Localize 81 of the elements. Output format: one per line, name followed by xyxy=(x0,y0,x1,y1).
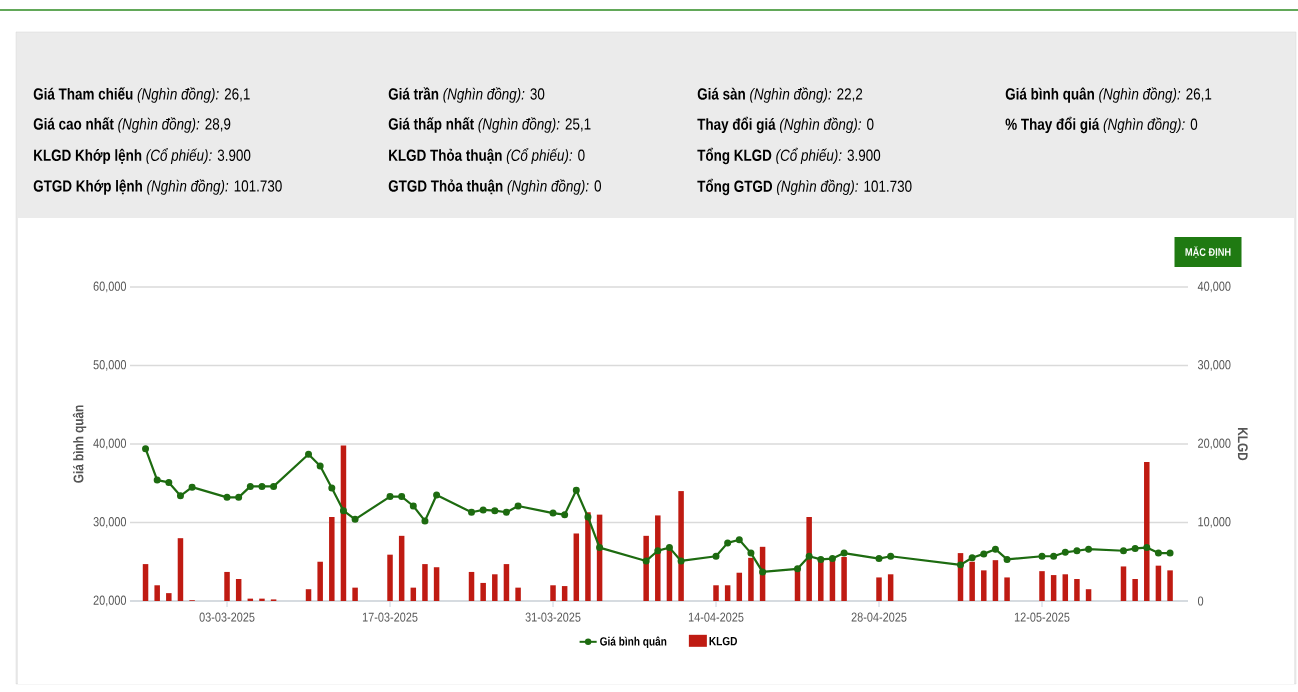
text: GTGD Khớp lệnh (Nghìn đồng): 101.730 xyxy=(33,179,282,195)
text: KLGD Khớp lệnh (Cổ phiếu): 3.900 xyxy=(34,147,251,165)
bar xyxy=(1074,579,1080,601)
bar xyxy=(1167,570,1173,601)
bar xyxy=(480,582,486,601)
text: Tổng GTGD (Nghìn đồng): 101.730 xyxy=(697,178,912,196)
bar xyxy=(305,589,312,601)
bar xyxy=(678,491,684,601)
text: Thay đổi giá (Nghìn đồng): 0 xyxy=(697,116,874,134)
text: Giá thấp nhất (Nghìn đồng): 25,1 xyxy=(388,117,591,133)
x-tick-label: 12-05-2025 xyxy=(1014,612,1070,622)
bar xyxy=(142,564,149,601)
y-tick-label: 50,000 xyxy=(93,360,127,371)
bar xyxy=(1004,577,1010,601)
text: Giá sàn (Nghìn đồng): 22,2 xyxy=(697,87,863,103)
text: Tổng KLGD (Cổ phiếu): 3.900 xyxy=(697,147,881,165)
bar xyxy=(433,567,440,601)
legend-label: Giá bình quân xyxy=(600,636,667,649)
bar xyxy=(1062,574,1069,601)
bar xyxy=(573,533,580,601)
bar xyxy=(317,561,323,601)
bar xyxy=(713,585,719,601)
bar xyxy=(1155,565,1162,601)
bar xyxy=(352,587,358,601)
y2-tick-label: 30,000 xyxy=(1197,360,1231,371)
x-tick-label: 31-03-2025 xyxy=(525,612,581,622)
x-tick-label: 03-03-2025 xyxy=(199,612,255,622)
y2-tick-label: 40,000 xyxy=(1197,281,1231,293)
y2-axis-title: KLGD xyxy=(1237,428,1248,461)
text: Giá Tham chiếu (Nghìn đồng): 26,1 xyxy=(33,87,250,103)
bar xyxy=(1120,566,1127,601)
bar xyxy=(468,571,475,601)
x-tick-label: 17-03-2025 xyxy=(362,612,418,622)
text: MẶC ĐỊNH xyxy=(1185,246,1231,258)
text: Giá cao nhất (Nghìn đồng): 28,9 xyxy=(33,117,231,133)
bar xyxy=(224,571,230,601)
text: % Thay đổi giá (Nghìn đồng): 0 xyxy=(1005,116,1198,134)
bar xyxy=(398,535,405,601)
bar xyxy=(422,564,428,601)
text: Giá trần (Nghìn đồng): 30 xyxy=(388,87,545,103)
text: GTGD Thỏa thuận (Nghìn đồng): 0 xyxy=(388,179,602,195)
bar xyxy=(329,516,335,601)
y-tick-label: 30,000 xyxy=(93,517,127,528)
legend-label: KLGD xyxy=(709,636,737,646)
bar xyxy=(1085,589,1092,601)
bar xyxy=(1050,575,1057,601)
bar xyxy=(154,585,160,601)
bar xyxy=(981,570,987,601)
text: Giá bình quân (Nghìn đồng): 26,1 xyxy=(1005,87,1212,103)
bar xyxy=(1039,571,1045,601)
bar xyxy=(643,535,649,601)
y2-tick-label: 20,000 xyxy=(1198,438,1231,450)
bar xyxy=(806,516,812,601)
x-tick-label: 28-04-2025 xyxy=(851,612,907,622)
bar xyxy=(655,515,661,601)
y2-tick-label: 10,000 xyxy=(1198,517,1231,528)
bar xyxy=(166,593,172,601)
bar xyxy=(724,585,731,601)
bar xyxy=(177,538,184,601)
y-axis-title: Giá bình quân xyxy=(72,405,87,483)
y-tick-label: 20,000 xyxy=(93,595,127,607)
bar xyxy=(585,512,591,601)
bar xyxy=(235,579,242,601)
bar xyxy=(492,574,498,601)
bar xyxy=(887,574,894,601)
bar xyxy=(876,577,882,601)
y-tick-label: 40,000 xyxy=(93,438,127,450)
bar xyxy=(503,564,510,601)
bar xyxy=(387,554,393,601)
x-tick-label: 14-04-2025 xyxy=(688,612,744,622)
y2-tick-label: 0 xyxy=(1197,596,1204,606)
bar xyxy=(1144,462,1150,601)
bar xyxy=(992,560,999,601)
bar xyxy=(550,585,556,601)
y-tick-label: 60,000 xyxy=(93,281,127,293)
bar xyxy=(1132,579,1138,601)
bar xyxy=(736,572,743,601)
bar xyxy=(259,598,265,601)
bar xyxy=(561,586,568,601)
bar xyxy=(515,587,521,601)
text: KLGD Thỏa thuận (Cổ phiếu): 0 xyxy=(389,147,585,165)
